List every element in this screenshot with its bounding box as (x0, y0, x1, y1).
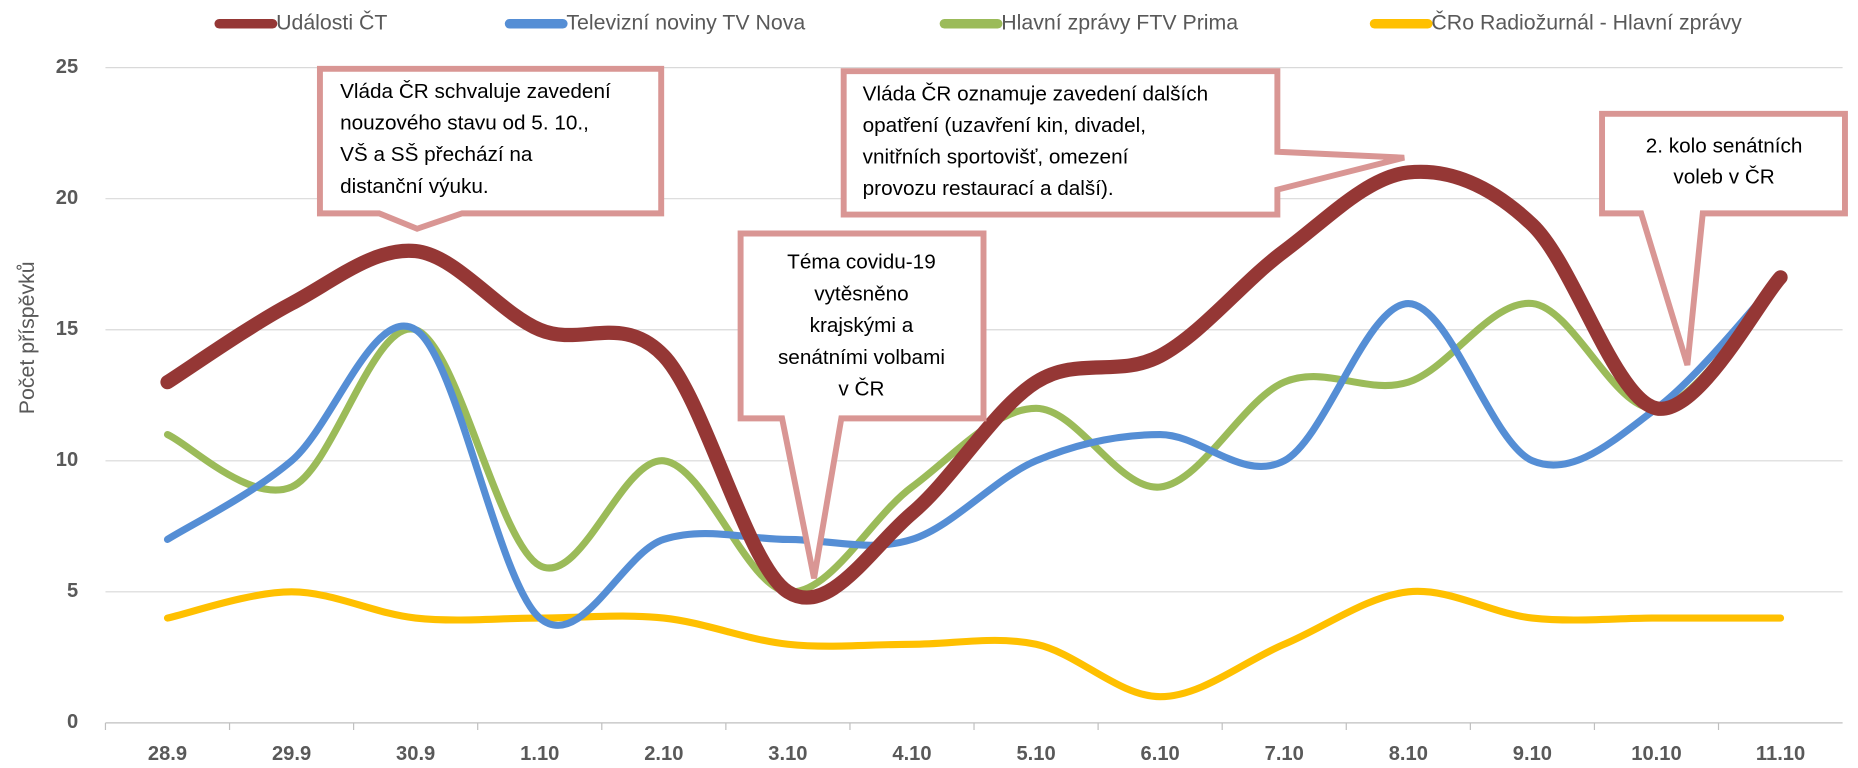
callout-text: voleb v ČR (1673, 165, 1774, 188)
legend-label: Televizní noviny TV Nova (566, 10, 805, 34)
callout-text: krajskými a (810, 314, 914, 337)
x-tick-label: 3.10 (768, 743, 807, 765)
x-tick-label: 5.10 (1016, 743, 1055, 765)
x-tick-label: 2.10 (644, 743, 683, 765)
callout-text: nouzového stavu od 5. 10., (340, 112, 589, 135)
x-tick-label: 28.9 (148, 743, 187, 765)
callout-text: Vláda ČR oznamuje zavedení dalších (863, 82, 1209, 105)
y-tick-label: 5 (67, 580, 78, 602)
x-tick-label: 1.10 (520, 743, 559, 765)
x-tick-label: 9.10 (1513, 743, 1552, 765)
x-tick-label: 30.9 (396, 743, 435, 765)
callout-text: vnitřních sportovišť, omezení (863, 146, 1129, 169)
x-tick-label: 11.10 (1756, 743, 1805, 765)
x-tick-label: 4.10 (892, 743, 931, 765)
y-tick-label: 15 (56, 318, 78, 340)
callout-text: 2. kolo senátních (1646, 134, 1803, 157)
callout-text: Vláda ČR schvaluje zavedení (340, 80, 611, 103)
callout-text: v ČR (838, 378, 884, 401)
x-tick-label: 7.10 (1265, 743, 1304, 765)
callout-text: vytěsněno (814, 282, 908, 305)
callout (1599, 110, 1848, 366)
y-axis-label: Počet příspěvků (15, 261, 39, 414)
callouts: Vláda ČR schvaluje zavedení nouzového sta… (316, 65, 1848, 579)
legend-label: Hlavní zprávy FTV Prima (1001, 10, 1238, 34)
x-tick-label: 29.9 (272, 743, 311, 765)
callout (737, 230, 987, 579)
y-tick-label: 20 (56, 187, 78, 209)
series-line (163, 273, 1785, 629)
lines (160, 164, 1788, 701)
x-tick-label: 6.10 (1141, 743, 1180, 765)
callout-text: opatření (uzavření kin, divadel, (863, 114, 1146, 137)
series-line (160, 164, 1788, 605)
callout-text: Téma covidu-19 (787, 251, 936, 274)
callout-text: senátními volbami (778, 346, 945, 369)
y-tick-label: 25 (56, 56, 78, 78)
y-tick-label: 10 (56, 449, 78, 471)
series-line (163, 587, 1785, 701)
legend: Události ČT Televizní noviny TV Nova Hlavn… (214, 9, 1742, 34)
y-tick-label: 0 (67, 711, 78, 733)
legend-label: Události ČT (276, 9, 387, 34)
legend-label: ČRo Radiožurnál - Hlavní zprávy (1431, 9, 1742, 34)
callout-text: provozu restaurací a další). (863, 177, 1114, 200)
x-tick-label: 10.10 (1631, 743, 1681, 765)
callout-text: distanční výuku. (340, 175, 489, 198)
callout (316, 65, 665, 232)
callout (840, 68, 1405, 218)
x-tick-label: 8.10 (1389, 743, 1428, 765)
callout-text: VŠ a SŠ přechází na (340, 143, 533, 166)
